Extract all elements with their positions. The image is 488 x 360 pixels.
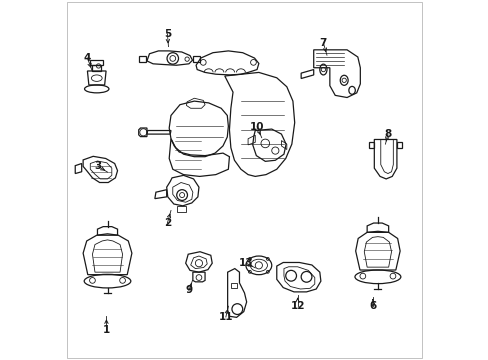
Text: 9: 9 — [185, 285, 192, 296]
Text: 3: 3 — [94, 161, 102, 171]
Text: 4: 4 — [83, 53, 91, 63]
Text: 13: 13 — [239, 258, 253, 268]
Text: 12: 12 — [290, 301, 304, 311]
Text: 2: 2 — [163, 218, 171, 228]
Text: 6: 6 — [368, 301, 376, 311]
Text: 8: 8 — [384, 129, 391, 139]
Text: 1: 1 — [102, 325, 110, 335]
Text: 10: 10 — [249, 122, 264, 132]
Text: 7: 7 — [319, 38, 326, 48]
Text: 11: 11 — [218, 312, 233, 322]
Text: 5: 5 — [163, 29, 171, 39]
